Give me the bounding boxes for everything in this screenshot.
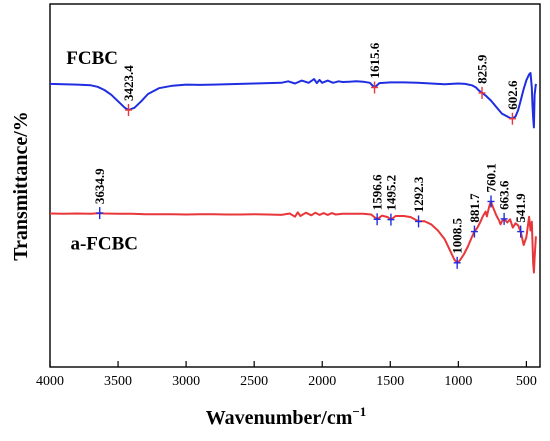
x-axis-title: Wavenumber/cm−1 xyxy=(206,404,367,429)
x-axis-title-exponent: −1 xyxy=(352,404,366,419)
series-label: FCBC xyxy=(66,48,118,69)
x-tick-label: 2000 xyxy=(308,374,336,389)
peak-label: 1292.3 xyxy=(411,176,426,212)
peak-label: 825.9 xyxy=(475,54,490,84)
series-label: a-FCBC xyxy=(70,233,138,254)
peak-label: 1596.6 xyxy=(370,174,385,210)
x-tick-label: 2500 xyxy=(240,374,268,389)
peak-label: 663.6 xyxy=(497,180,512,210)
x-tick-label: 3000 xyxy=(172,374,200,389)
y-axis-title: Transmittance/% xyxy=(10,111,32,261)
peak-label: 1615.6 xyxy=(367,42,382,78)
x-axis-ticks: 4000 3500 3000 2500 2000 1500 1000 500 xyxy=(36,361,537,389)
series-line-a-fcbc xyxy=(49,200,537,274)
plot-frame xyxy=(49,3,541,368)
peak-label: 602.6 xyxy=(505,80,520,110)
peak-label: 3423.4 xyxy=(121,65,136,101)
x-tick-label: 4000 xyxy=(36,374,64,389)
x-tick-label: 1000 xyxy=(444,374,472,389)
x-axis-title-main: Wavenumber/cm xyxy=(206,407,353,429)
peak-label: 1495.2 xyxy=(383,175,398,211)
x-tick-label: 1500 xyxy=(376,374,404,389)
series-layer xyxy=(49,72,537,274)
peak-label: 881.7 xyxy=(467,193,482,223)
series-labels: FCBC a-FCBC xyxy=(66,48,138,255)
peak-label: 541.9 xyxy=(513,193,528,223)
peak-label: 3634.9 xyxy=(92,168,107,204)
peak-annotations: 3423.4 1615.6 825.9 602.6 3634.9 1596.61495.2… xyxy=(92,42,528,269)
peak-label: 760.1 xyxy=(484,163,499,192)
x-tick-label: 3500 xyxy=(104,374,132,389)
x-tick-label: 500 xyxy=(516,374,537,389)
peak-label: 1008.5 xyxy=(450,218,465,254)
series-line-fcbc xyxy=(49,72,537,129)
